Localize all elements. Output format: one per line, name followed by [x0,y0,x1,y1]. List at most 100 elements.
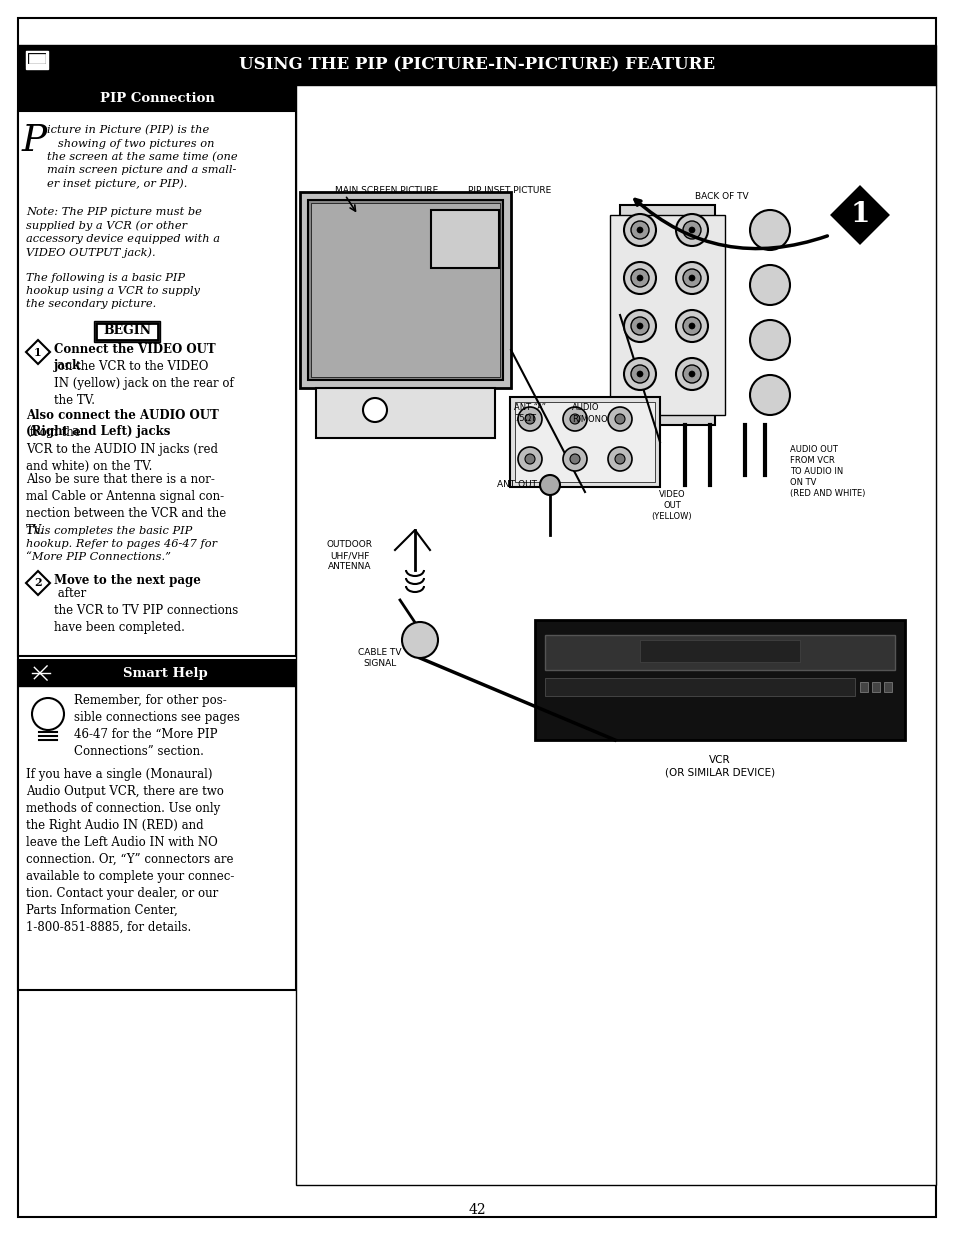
Text: AUDIO OUT
FROM VCR
TO AUDIO IN
ON TV
(RED AND WHITE): AUDIO OUT FROM VCR TO AUDIO IN ON TV (RE… [789,445,864,499]
Circle shape [524,414,535,424]
Text: 42: 42 [468,1203,485,1216]
Bar [27,52,47,65]
Circle shape [676,310,707,342]
Circle shape [676,262,707,294]
Circle shape [688,227,695,233]
Bar [544,635,894,671]
Circle shape [676,214,707,246]
Text: Remember, for other pos-
sible connections see pages
46-47 for the “More PIP
Con: Remember, for other pos- sible connectio… [74,694,239,758]
Text: P: P [22,124,48,159]
Circle shape [607,408,631,431]
Circle shape [688,370,695,377]
Text: Connect the VIDEO OUT
jack: Connect the VIDEO OUT jack [54,343,215,372]
Circle shape [682,366,700,383]
Circle shape [517,408,541,431]
Circle shape [524,454,535,464]
Bar [18,659,295,990]
Circle shape [562,408,586,431]
Bar [29,54,45,63]
Bar [510,396,659,487]
Circle shape [569,454,579,464]
Text: PIP INSET PICTURE: PIP INSET PICTURE [468,186,551,195]
Text: USING THE PIP (PICTURE-IN-PICTURE) FEATURE: USING THE PIP (PICTURE-IN-PICTURE) FEATU… [238,57,715,74]
Text: 1: 1 [849,201,869,228]
Circle shape [688,324,695,329]
Text: MAIN SCREEN PICTURE: MAIN SCREEN PICTURE [335,186,437,195]
Bar [299,191,511,388]
Text: on the VCR to the VIDEO
IN (yellow) jack on the rear of
the TV.: on the VCR to the VIDEO IN (yellow) jack… [54,359,233,408]
Circle shape [630,221,648,240]
Circle shape [623,262,656,294]
Text: VCR
(OR SIMILAR DEVICE): VCR (OR SIMILAR DEVICE) [664,755,774,777]
Bar [18,44,935,85]
Text: Also connect the AUDIO OUT
(Right and Left) jacks: Also connect the AUDIO OUT (Right and Le… [26,409,218,438]
Text: OUTDOOR
UHF/VHF
ANTENNA: OUTDOOR UHF/VHF ANTENNA [327,540,373,572]
Text: The following is a basic PIP
hookup using a VCR to supply
the secondary picture.: The following is a basic PIP hookup usin… [26,273,200,310]
Bar [311,203,499,377]
Circle shape [615,414,624,424]
Text: Also be sure that there is a nor-
mal Cable or Antenna signal con-
nection betwe: Also be sure that there is a nor- mal Ca… [26,473,226,537]
Bar [535,620,904,740]
Text: This completes the basic PIP
hookup. Refer to pages 46-47 for
“More PIP Connecti: This completes the basic PIP hookup. Ref… [26,526,217,562]
Text: AUDIO
R/MONO: AUDIO R/MONO [572,403,607,424]
Text: VIDEO
OUT
(YELLOW): VIDEO OUT (YELLOW) [651,490,692,521]
Polygon shape [26,340,50,364]
Bar [431,210,498,268]
Text: BEGIN: BEGIN [103,325,151,337]
Circle shape [682,317,700,335]
Text: 1: 1 [34,347,42,357]
Bar [18,111,295,656]
Text: BACK OF TV: BACK OF TV [695,191,748,201]
Text: If you have a single (Monaural)
Audio Output VCR, there are two
methods of conne: If you have a single (Monaural) Audio Ou… [26,768,234,934]
Circle shape [630,366,648,383]
Polygon shape [26,571,50,595]
Bar [308,200,502,380]
Circle shape [749,210,789,249]
Circle shape [517,447,541,471]
Circle shape [363,398,387,422]
Circle shape [749,266,789,305]
Circle shape [637,370,642,377]
Bar [295,85,935,1186]
Text: ANT OUT: ANT OUT [497,480,537,489]
Text: CABLE TV
SIGNAL: CABLE TV SIGNAL [358,648,401,668]
Circle shape [637,275,642,282]
Circle shape [569,414,579,424]
Circle shape [623,310,656,342]
Circle shape [688,275,695,282]
Circle shape [562,447,586,471]
Bar [883,682,891,692]
Circle shape [630,269,648,287]
Text: Smart Help: Smart Help [123,667,207,679]
Bar [315,388,495,438]
Text: ANT “A”
75ΩT: ANT “A” 75ΩT [514,403,545,424]
Circle shape [615,454,624,464]
Text: after
the VCR to TV PIP connections
have been completed.: after the VCR to TV PIP connections have… [54,587,238,634]
Circle shape [682,269,700,287]
Circle shape [676,358,707,390]
Bar [26,51,48,69]
Text: Move to the next page: Move to the next page [54,574,201,587]
Circle shape [623,214,656,246]
Circle shape [749,375,789,415]
Text: icture in Picture (PIP) is the
   showing of two pictures on
the screen at the s: icture in Picture (PIP) is the showing o… [47,125,237,189]
Circle shape [637,227,642,233]
Circle shape [623,358,656,390]
Bar [18,659,295,685]
Bar [639,640,800,662]
Circle shape [749,320,789,359]
Bar [96,324,158,340]
Text: from the
VCR to the AUDIO IN jacks (red
and white) on the TV.: from the VCR to the AUDIO IN jacks (red … [26,426,218,473]
Circle shape [637,324,642,329]
Circle shape [539,475,559,495]
Bar [871,682,879,692]
Bar [18,85,295,111]
Bar [609,215,724,415]
Circle shape [682,221,700,240]
Bar [544,678,854,697]
Bar [94,321,160,342]
Bar [515,403,655,482]
Text: Note: The PIP picture must be
supplied by a VCR (or other
accessory device equip: Note: The PIP picture must be supplied b… [26,207,220,258]
Circle shape [32,698,64,730]
Circle shape [401,622,437,658]
